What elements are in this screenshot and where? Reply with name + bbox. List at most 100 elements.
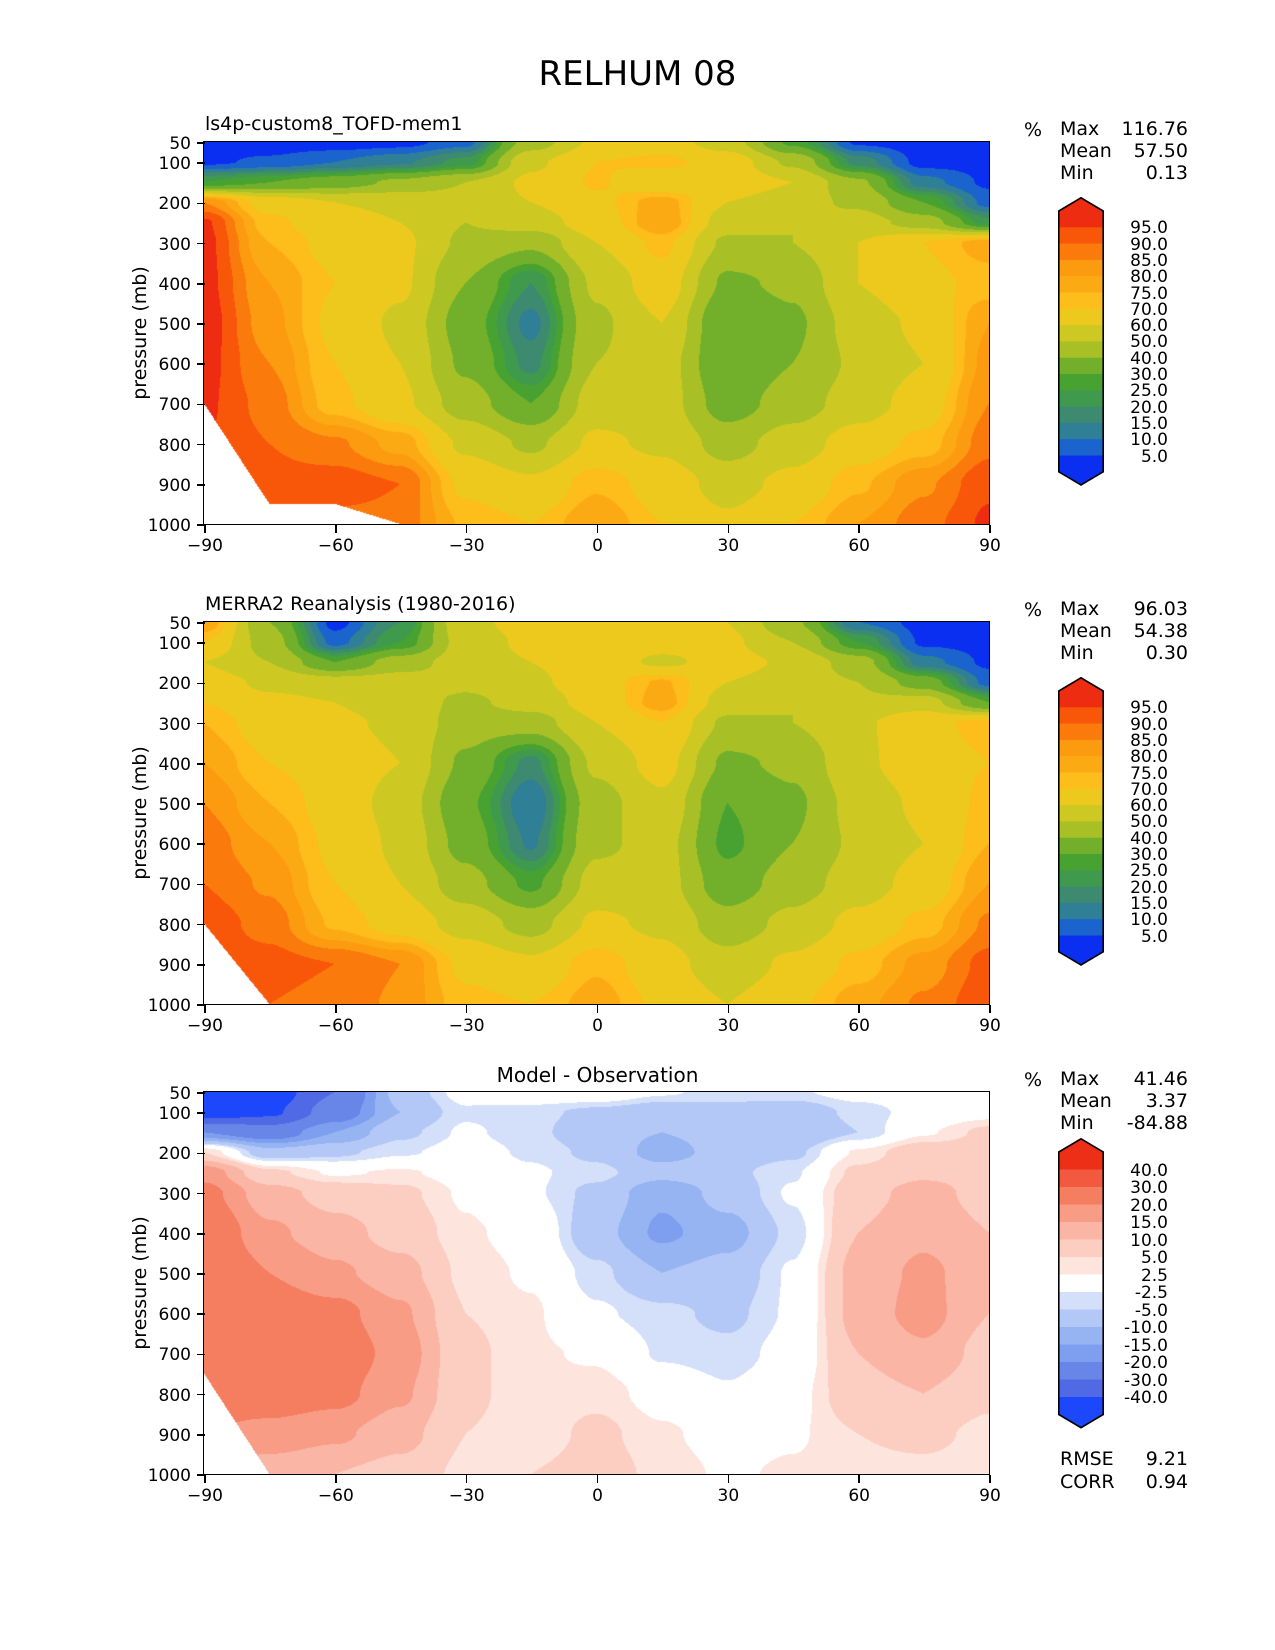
colorbar-tick-label: 85.0	[1130, 250, 1168, 271]
panel-title: MERRA2 Reanalysis (1980-2016)	[205, 593, 516, 615]
y-tick-label: 1000	[147, 1466, 191, 1486]
x-tick-mark	[858, 1005, 860, 1013]
plot-area	[203, 1091, 991, 1476]
x-tick-mark	[727, 1005, 730, 1013]
x-tick-label: 0	[592, 536, 603, 556]
y-tick-mark	[197, 642, 205, 644]
stat-mean: Mean 57.50	[1060, 140, 1188, 162]
colorbar-tick-label: -40.0	[1124, 1388, 1168, 1408]
x-tick-mark	[204, 1005, 206, 1013]
y-tick-label: 600	[158, 355, 191, 376]
x-tick-label: −30	[448, 1016, 485, 1036]
contour-plot-canvas	[204, 1092, 990, 1475]
colorbar-tick-label: 75.0	[1130, 283, 1168, 304]
colorbar-tick-label: -2.5	[1134, 1283, 1168, 1303]
y-tick-label: 50	[169, 1084, 191, 1104]
colorbar	[1058, 676, 1104, 966]
x-tick-mark	[727, 525, 730, 533]
x-tick-mark	[335, 1475, 337, 1483]
y-tick-mark	[197, 1474, 205, 1476]
x-tick-mark	[727, 1475, 730, 1483]
y-tick-mark	[197, 1393, 205, 1396]
colorbar-tick-label: 5.0	[1140, 926, 1168, 947]
x-tick-label: −30	[448, 536, 485, 556]
y-tick-label: 1000	[147, 516, 191, 536]
colorbar-tick-label: 30.0	[1130, 365, 1168, 385]
x-tick-label: −60	[317, 1016, 354, 1036]
colorbar-tick-label: 10.0	[1130, 1230, 1168, 1251]
y-tick-label: 400	[158, 274, 191, 295]
x-tick-label: 30	[717, 1016, 740, 1036]
stat-max: Max 96.03	[1060, 598, 1188, 620]
y-tick-label: 500	[158, 794, 191, 815]
colorbar	[1058, 196, 1104, 486]
y-tick-mark	[197, 162, 205, 164]
y-tick-mark	[197, 443, 205, 446]
y-tick-mark	[197, 622, 205, 624]
colorbar-tick-label: 20.0	[1130, 397, 1168, 418]
y-tick-mark	[197, 682, 205, 685]
colorbar-tick-label: -30.0	[1124, 1370, 1168, 1391]
plot-area	[203, 141, 991, 526]
colorbar-tick-label: 40.0	[1130, 828, 1168, 849]
colorbar-tick-label: 2.5	[1140, 1265, 1168, 1286]
unit-label: %	[1023, 599, 1042, 621]
stat-min: Min -84.88	[1060, 1112, 1188, 1134]
colorbar-tick-label: 10.0	[1130, 910, 1168, 931]
y-tick-mark	[197, 403, 205, 406]
y-tick-mark	[197, 202, 205, 205]
unit-label: %	[1023, 1069, 1042, 1091]
x-tick-label: 0	[592, 1016, 603, 1036]
contour-plot-canvas	[204, 142, 990, 525]
y-tick-label: 900	[158, 1425, 191, 1446]
y-tick-mark	[197, 323, 205, 325]
x-tick-label: −90	[187, 1486, 223, 1506]
y-tick-mark	[197, 1152, 205, 1155]
colorbar-tick-label: -15.0	[1124, 1335, 1168, 1356]
y-tick-label: 300	[158, 1184, 191, 1205]
y-tick-mark	[197, 524, 205, 526]
x-tick-mark	[465, 1005, 468, 1013]
y-tick-mark	[197, 1092, 205, 1094]
y-tick-label: 100	[158, 634, 191, 655]
x-tick-mark	[596, 525, 599, 533]
colorbar-tick-label: 25.0	[1130, 381, 1168, 402]
x-tick-label: 90	[979, 536, 1001, 556]
colorbar-tick-label: -20.0	[1124, 1353, 1168, 1373]
y-tick-mark	[197, 1004, 205, 1006]
x-tick-label: 0	[592, 1486, 603, 1506]
y-tick-mark	[197, 963, 205, 966]
x-tick-label: 30	[717, 536, 740, 556]
y-tick-label: 50	[169, 134, 191, 154]
x-tick-mark	[596, 1475, 599, 1483]
colorbar-tick-label: 5.0	[1140, 446, 1168, 467]
y-tick-label: 50	[169, 614, 191, 634]
stat-rmse: RMSE 9.21	[1060, 1448, 1188, 1470]
y-tick-label: 300	[158, 234, 191, 255]
y-tick-mark	[197, 142, 205, 144]
x-tick-label: 90	[979, 1486, 1001, 1506]
y-tick-label: 100	[158, 154, 191, 175]
y-tick-mark	[197, 1273, 205, 1275]
colorbar-tick-label: 15.0	[1130, 413, 1168, 434]
y-tick-label: 400	[158, 754, 191, 775]
x-tick-label: −60	[317, 1486, 354, 1506]
colorbar-tick-label: 30.0	[1130, 1178, 1168, 1198]
x-tick-mark	[204, 1475, 206, 1483]
y-tick-mark	[197, 923, 205, 926]
x-tick-label: 30	[717, 1486, 740, 1506]
colorbar-tick-label: 5.0	[1140, 1248, 1168, 1268]
y-tick-label: 800	[158, 1385, 191, 1406]
y-tick-mark	[197, 1192, 205, 1195]
colorbar-tick-label: -5.0	[1134, 1300, 1168, 1321]
colorbar-tick-label: 10.0	[1130, 430, 1168, 451]
y-tick-label: 700	[158, 875, 191, 896]
colorbar-tick-label: 20.0	[1130, 877, 1168, 898]
y-tick-mark	[197, 1353, 205, 1356]
x-tick-mark	[465, 525, 468, 533]
panel-title: Model - Observation	[496, 1063, 699, 1087]
x-tick-mark	[204, 525, 206, 533]
y-tick-label: 700	[158, 1345, 191, 1366]
stat-corr: CORR 0.94	[1060, 1471, 1188, 1493]
